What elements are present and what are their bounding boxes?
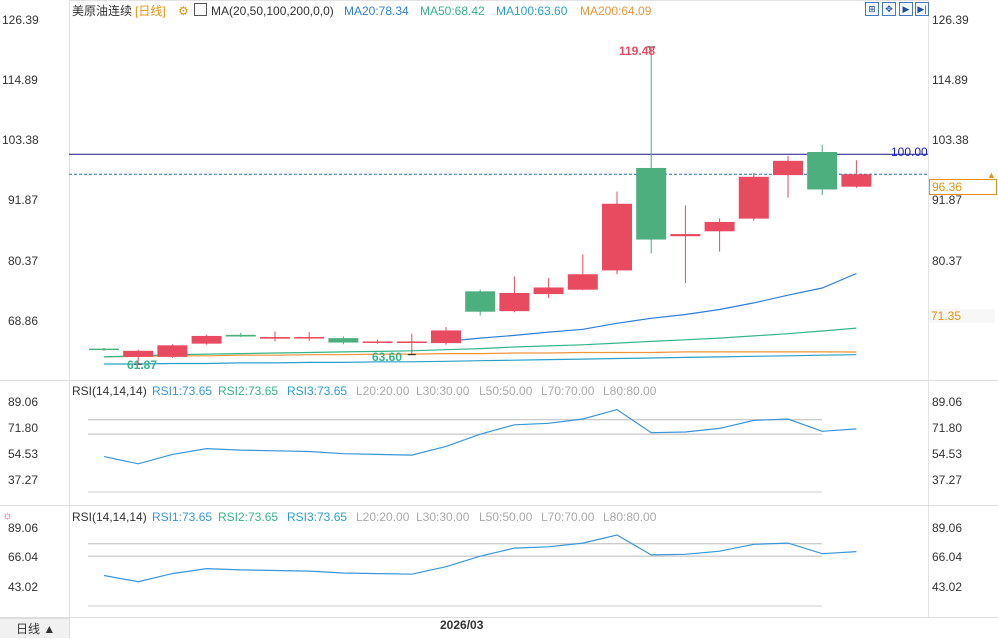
ma50-legend: MA50:68.42 <box>420 4 485 18</box>
ma100-line <box>104 354 857 365</box>
candle-body <box>260 337 290 339</box>
rsi1-tick-right: 54.53 <box>932 447 963 461</box>
candle-body <box>602 203 632 271</box>
move-icon[interactable]: ✥ <box>882 2 896 16</box>
rsi1-value: RSI1:73.65 <box>152 384 213 398</box>
rsi1-tick-left: 71.80 <box>8 421 39 435</box>
indicator-image-icon[interactable] <box>194 3 207 16</box>
panel-settings-icon[interactable]: ☼ <box>2 508 13 522</box>
rsi1-tick-right: 37.27 <box>932 473 963 487</box>
rsi-panel-1-rsi-line <box>103 408 857 465</box>
price-tick-right: 114.89 <box>932 73 968 87</box>
candle-body <box>123 350 154 357</box>
candle-body <box>499 292 530 312</box>
rsi2-tick-left: 43.02 <box>8 580 39 594</box>
current-price-arrow-icon: ▲ <box>987 170 996 180</box>
header-period: [日线] <box>135 4 166 18</box>
play-icon[interactable]: ▶ <box>899 2 913 16</box>
rsi1-tick-left: 54.53 <box>8 447 39 461</box>
l80-legend: L80:80.00 <box>603 384 657 398</box>
end-icon[interactable]: ▶| <box>915 2 929 16</box>
settings-gear-icon[interactable]: ⚙ <box>178 4 189 18</box>
price-tick-right: 126.39 <box>932 13 969 27</box>
ma100-legend: MA100:63.60 <box>496 4 568 18</box>
rsi2-l70-legend: L70:70.00 <box>541 510 595 524</box>
price-tick-left: 103.38 <box>2 133 39 147</box>
candle-body <box>636 167 667 240</box>
rsi1-tick-left: 37.27 <box>8 473 39 487</box>
candle-body <box>328 338 359 343</box>
rsi2-l50-legend: L50:50.00 <box>479 510 533 524</box>
ma20-legend: MA20:78.34 <box>344 4 409 18</box>
candle-body <box>841 174 872 187</box>
rsi2-tick-right: 89.06 <box>932 521 963 535</box>
x-axis-date-label: 2026/03 <box>440 618 484 632</box>
ma20-line <box>445 272 857 342</box>
rsi2-rsi3-value: RSI3:73.65 <box>287 510 348 524</box>
high-annotation: 119.48 <box>619 44 656 58</box>
low-annotation-mid: 63.60 <box>372 350 403 364</box>
candle-body <box>465 291 496 312</box>
candle-body <box>533 287 564 295</box>
ma200-line <box>103 351 857 358</box>
candle-body <box>738 176 769 219</box>
rsi1-title: RSI(14,14,14) <box>72 384 147 398</box>
candle-body <box>225 334 256 337</box>
ma-price-tag: 71.35 <box>929 309 995 323</box>
current-price-tag: 96.36 <box>929 179 997 195</box>
l50-legend: L50:50.00 <box>479 384 533 398</box>
candle-body <box>157 345 188 357</box>
rsi2-l80-legend: L80:80.00 <box>603 510 657 524</box>
rsi1-tick-right: 71.80 <box>932 421 963 435</box>
l20-legend: L20:20.00 <box>356 384 410 398</box>
low-annotation-left: 61.87 <box>127 358 158 372</box>
period-tab[interactable]: 日线 ▲ <box>0 618 70 638</box>
price-tick-left: 126.39 <box>2 13 39 27</box>
rsi2-l30-legend: L30:30.00 <box>416 510 470 524</box>
rsi2-l20-legend: L20:20.00 <box>356 510 410 524</box>
candle-body <box>567 274 598 290</box>
candle-body <box>431 330 461 344</box>
rsi2-rsi1-value: RSI1:73.65 <box>152 510 213 524</box>
rsi2-title: RSI(14,14,14) <box>72 510 147 524</box>
rsi2-tick-right: 66.04 <box>932 550 963 564</box>
candle-body <box>191 335 222 344</box>
header-symbol: 美原油连续 <box>72 4 133 18</box>
candle-body <box>704 221 735 232</box>
candle-body <box>89 348 119 351</box>
price-tick-left: 91.87 <box>8 193 39 207</box>
rsi1-tick-left: 89.06 <box>8 395 39 409</box>
zoom-icon[interactable]: ⊞ <box>865 2 879 16</box>
rsi2-tick-right: 43.02 <box>932 580 963 594</box>
price-tick-right: 103.38 <box>932 133 969 147</box>
price-tick-left: 114.89 <box>2 73 38 87</box>
l70-legend: L70:70.00 <box>541 384 595 398</box>
rsi-panel-2-rsi-line <box>103 534 857 583</box>
ma-params: MA(20,50,100,200,0,0) <box>211 4 334 18</box>
level-line-label: 100.00 <box>891 145 928 159</box>
candle-body <box>362 341 393 343</box>
ma50-line <box>103 327 857 358</box>
rsi1-tick-right: 89.06 <box>932 395 963 409</box>
rsi2-value: RSI2:73.65 <box>218 384 279 398</box>
candle-body <box>294 337 325 339</box>
price-tick-right: 80.37 <box>932 254 963 268</box>
price-tick-left: 68.86 <box>8 314 39 328</box>
candle-body <box>670 234 701 237</box>
rsi2-rsi2-value: RSI2:73.65 <box>218 510 279 524</box>
rsi2-tick-left: 89.06 <box>8 521 39 535</box>
candle-body <box>396 341 427 343</box>
price-tick-right: 91.87 <box>932 193 963 207</box>
l30-legend: L30:30.00 <box>416 384 470 398</box>
rsi2-tick-left: 66.04 <box>8 550 39 564</box>
ma200-legend: MA200:64.09 <box>580 4 652 18</box>
rsi3-value: RSI3:73.65 <box>287 384 348 398</box>
price-tick-left: 80.37 <box>8 254 39 268</box>
candle-body <box>773 160 803 176</box>
candle-body <box>807 152 838 190</box>
